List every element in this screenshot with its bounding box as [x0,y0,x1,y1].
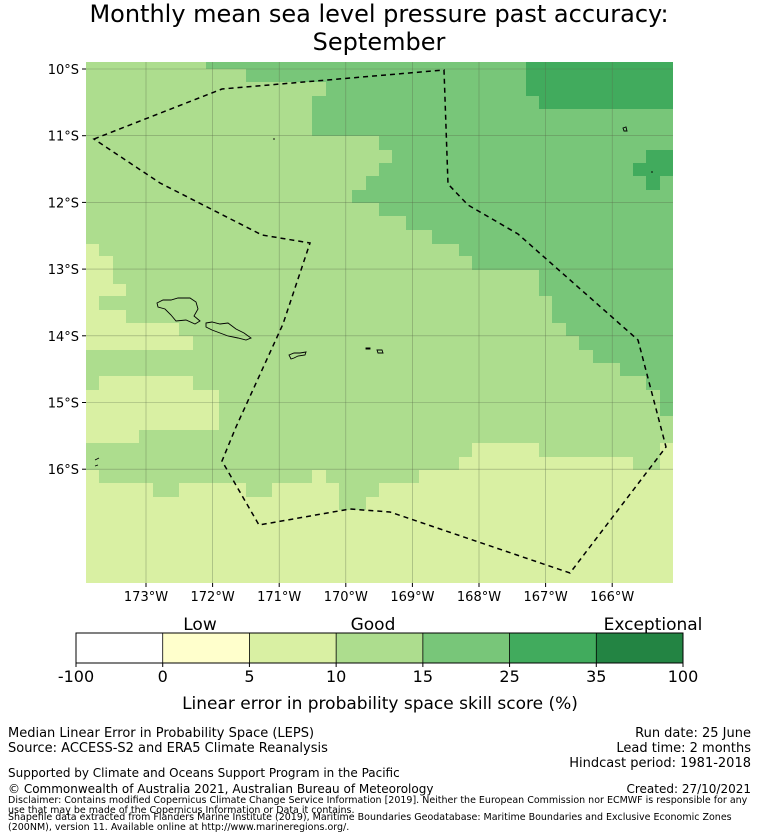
eez-boundary-north [92,69,667,574]
shapefile-credit-text: Shapefile data extracted from Flanders M… [8,812,732,833]
lon-tick-label: 167°W [524,590,568,605]
colorbar-swatch [162,633,250,663]
lat-tick-label: 11°S [48,130,79,145]
colorbar-swatch [336,633,424,663]
disclaimer-text: Disclaimer: Contains modified Copernicus… [8,795,748,816]
colorbar-tick-label: 35 [586,667,606,686]
created-text: Created: 27/10/2021 [626,782,751,796]
lat-tick-label: 10°S [48,63,79,78]
category-label-low: Low [183,615,217,635]
colorbar-swatch [509,633,597,663]
support-text: Supported by Climate and Oceans Support … [8,766,400,780]
map-plot-area [86,62,673,583]
colorbar-swatch [76,633,164,663]
colorbar-tick-label: -100 [58,667,94,686]
island-tau [376,349,384,354]
colorbar-tick-label: 10 [326,667,346,686]
colorbar-tick-label: 100 [668,667,699,686]
colorbar-swatches [76,633,684,663]
lon-tick-label: 170°W [324,590,368,605]
colorbar-tick-label: 15 [413,667,433,686]
colorbar-tick-label: 25 [499,667,519,686]
lon-tick-label: 172°W [191,590,235,605]
map-figure: 10°S11°S12°S13°S14°S15°S16°S 173°W 172°W 1… [48,62,703,714]
lat-tick-label: 16°S [48,463,79,478]
island-upolu [205,321,252,341]
eez-boundaries [92,69,667,574]
lon-tick-label: 168°W [457,590,501,605]
colorbar-swatch [422,633,511,663]
latitude-ticks: 10°S 11°S 12°S 13°S 14°S 15°S 16°S [48,63,86,478]
lon-tick-label: 169°W [390,590,434,605]
lon-tick-label: 171°W [257,590,301,605]
island-atafu [622,126,628,132]
island-savaii [156,297,201,325]
title-line-1: Monthly mean sea level pressure past acc… [89,0,669,28]
category-label-good: Good [351,615,396,635]
colorbar-tick-label: 5 [244,667,254,686]
lead-time-text: Lead time: 2 months [616,741,751,756]
category-label-exceptional: Exceptional [604,615,703,635]
lat-tick-label: 12°S [48,196,79,211]
colorbar-axis-label: Linear error in probability space skill … [182,694,578,714]
island-tutuila [288,351,307,360]
copyright-text: © Commonwealth of Australia 2021, Austra… [8,782,434,796]
title-line-2: September [312,28,446,56]
skill-region-25-35-east [633,150,673,190]
lon-tick-label: 173°W [124,590,168,605]
lat-tick-label: 13°S [48,263,79,278]
islands [94,126,653,467]
lon-tick-label: 166°W [590,590,634,605]
source-text: Source: ACCESS-S2 and ERA5 Climate Reana… [8,741,328,756]
colorbar-swatch [249,633,337,663]
run-date-text: Run date: 25 June [635,726,751,741]
colorbar-ticks: -100 0 5 10 15 25 35 100 [58,633,698,686]
skill-region-15-25 [206,62,673,416]
hindcast-text: Hindcast period: 1981-2018 [569,756,751,771]
gridlines [86,62,673,583]
island-small-west [94,457,100,467]
colorbar-tick-label: 0 [158,667,168,686]
chart-title: Monthly mean sea level pressure past acc… [0,0,758,56]
colorbar: -100 0 5 10 15 25 35 100 Low Good Exceptional L… [58,615,703,714]
method-text: Median Linear Error in Probability Space… [8,726,315,741]
island-ofu [365,347,371,350]
colorbar-swatch [596,633,684,663]
longitude-ticks: 173°W 172°W 171°W 170°W 169°W 168°W 167°W 166°W [124,583,634,605]
lat-tick-label: 14°S [48,330,79,345]
lat-tick-label: 15°S [48,397,79,412]
skill-region-25-35-north [526,62,673,109]
